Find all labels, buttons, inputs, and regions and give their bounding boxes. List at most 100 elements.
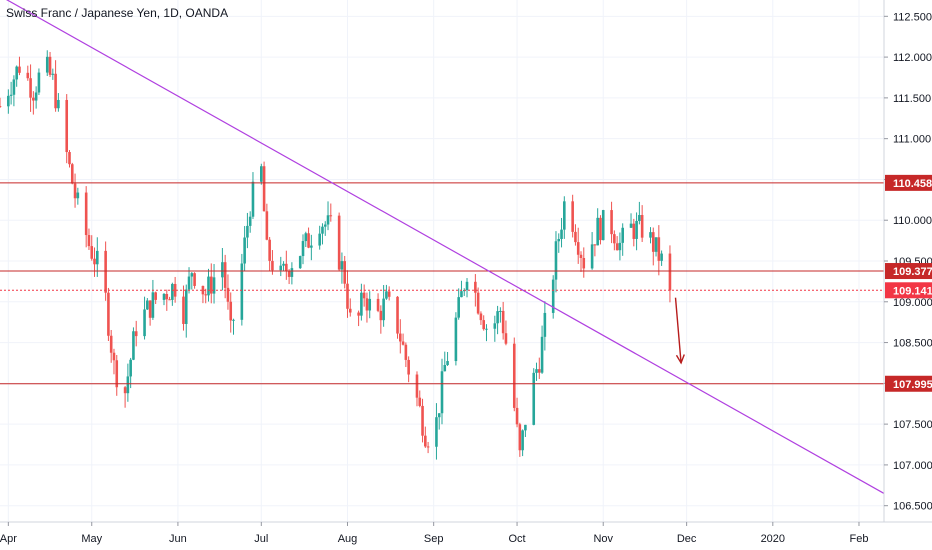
price-tick-label: 111.500 [893, 93, 931, 105]
candle-body [112, 352, 116, 361]
candle [576, 227, 580, 264]
candle [248, 211, 252, 233]
candle [262, 161, 266, 212]
candle [173, 276, 177, 303]
candle-body [173, 283, 177, 297]
candle [651, 227, 655, 266]
candle-body [32, 97, 35, 101]
candle-body [76, 192, 80, 199]
candle [668, 245, 672, 303]
candle-body [34, 92, 38, 101]
candle [268, 237, 271, 271]
candle [146, 298, 149, 310]
candle [143, 296, 146, 340]
candle [201, 285, 205, 304]
candle-body [84, 192, 88, 236]
candle [207, 268, 210, 302]
candle [596, 208, 599, 246]
candle-body [48, 56, 52, 75]
candle [51, 68, 55, 80]
candle [95, 237, 99, 277]
candle-body [304, 233, 308, 242]
candle [340, 252, 344, 284]
candle [540, 325, 544, 374]
candles [0, 50, 672, 460]
candle [532, 368, 536, 426]
candle [396, 296, 399, 339]
candle-body [418, 397, 422, 406]
candle [504, 320, 508, 346]
candle [376, 293, 380, 313]
candle-body [362, 292, 366, 299]
candle-body [209, 276, 213, 294]
candle-body [9, 94, 13, 96]
candle-body [599, 217, 602, 241]
candle-body [115, 360, 119, 388]
candle [298, 255, 302, 270]
candle [560, 217, 563, 248]
candle-body [298, 256, 302, 269]
candle-body [260, 166, 263, 182]
candle [454, 312, 458, 366]
candle-body [90, 246, 94, 259]
candle-body [649, 232, 652, 238]
candle [474, 274, 477, 307]
candle [621, 223, 624, 256]
candle-body [7, 95, 10, 107]
candle-body [437, 413, 441, 418]
candle [404, 342, 408, 368]
candle-body [329, 215, 333, 217]
level-price-box [885, 375, 932, 392]
candle-body [54, 73, 57, 109]
candle-body [563, 201, 566, 230]
candle-body [435, 417, 438, 447]
candle [557, 233, 561, 253]
candle [443, 351, 447, 372]
candle [385, 284, 388, 300]
candle [343, 255, 347, 289]
level-price-text: 110.458 [893, 178, 932, 190]
candle-body [310, 245, 313, 248]
candle-body [146, 300, 149, 310]
candle [168, 296, 171, 301]
candle [387, 286, 391, 301]
candle [265, 203, 269, 241]
price-tick-label: 112.000 [893, 52, 932, 64]
candle-body [457, 297, 460, 318]
candle-body [326, 215, 330, 225]
candle-body [279, 265, 283, 271]
candle-body [221, 262, 224, 278]
candle [304, 231, 308, 247]
candle [12, 75, 16, 107]
candle [563, 196, 566, 239]
candle-body [184, 289, 188, 324]
candle [204, 288, 208, 304]
candle [126, 363, 130, 402]
candle [601, 209, 605, 241]
candle-body [285, 263, 288, 272]
candle-body [165, 293, 169, 300]
candle [232, 318, 235, 335]
time-tick-label: Aug [338, 533, 358, 545]
candle-body [365, 298, 369, 311]
candle-body [123, 387, 127, 394]
candle [37, 68, 41, 95]
time-axis[interactable]: Apr May Jun Jul Aug Sep Oct Nov Dec 2020 Feb [0, 521, 932, 545]
candle [45, 50, 49, 76]
candle-body [535, 369, 538, 373]
candle-body [651, 232, 655, 252]
candle [660, 250, 663, 266]
candle [640, 205, 644, 242]
candle-body [109, 335, 113, 353]
candle [0, 97, 2, 109]
candle-body [512, 343, 516, 408]
candle-body [368, 298, 372, 311]
candle [279, 256, 283, 277]
candle-body [307, 233, 310, 248]
candle [226, 274, 230, 310]
candle [134, 320, 138, 347]
candle [657, 225, 661, 276]
candle [579, 251, 583, 272]
candle-body [154, 292, 157, 300]
